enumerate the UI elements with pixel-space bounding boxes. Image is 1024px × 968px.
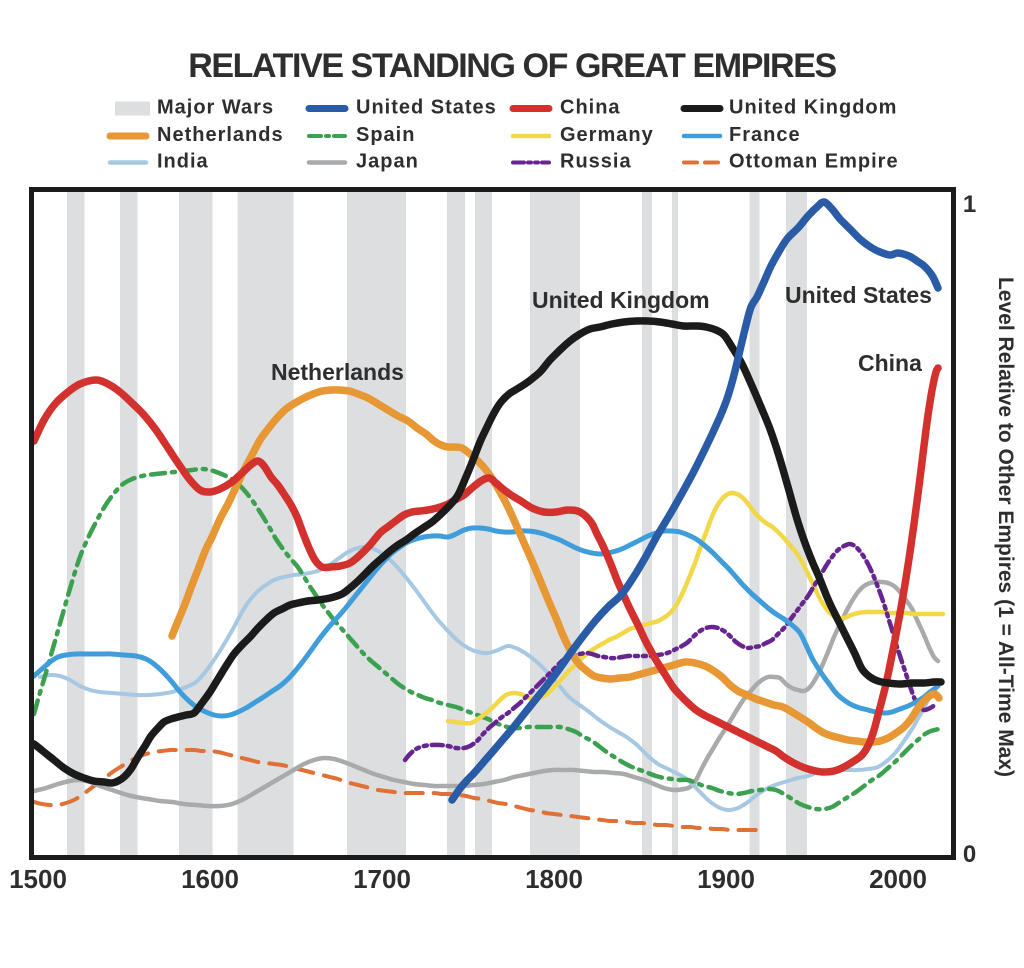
svg-text:1500: 1500 bbox=[9, 864, 67, 894]
svg-text:1900: 1900 bbox=[697, 864, 755, 894]
svg-text:China: China bbox=[560, 97, 621, 119]
svg-text:1600: 1600 bbox=[181, 864, 239, 894]
svg-text:Spain: Spain bbox=[356, 124, 415, 146]
svg-text:2000: 2000 bbox=[869, 864, 927, 894]
svg-text:United States: United States bbox=[356, 97, 497, 119]
svg-text:Major Wars: Major Wars bbox=[157, 97, 274, 119]
svg-text:United Kingdom: United Kingdom bbox=[532, 287, 710, 313]
svg-text:1: 1 bbox=[963, 191, 976, 218]
svg-text:France: France bbox=[729, 124, 801, 146]
svg-text:India: India bbox=[157, 151, 209, 173]
svg-text:Netherlands: Netherlands bbox=[271, 359, 404, 385]
svg-text:1700: 1700 bbox=[353, 864, 411, 894]
svg-text:China: China bbox=[858, 350, 922, 376]
svg-text:United Kingdom: United Kingdom bbox=[729, 97, 897, 119]
svg-text:Ottoman Empire: Ottoman Empire bbox=[729, 151, 899, 173]
svg-text:Level Relative to Other Empire: Level Relative to Other Empires (1 = All… bbox=[994, 277, 1017, 777]
svg-text:1800: 1800 bbox=[525, 864, 583, 894]
svg-text:0: 0 bbox=[963, 841, 976, 868]
svg-text:United States: United States bbox=[785, 282, 932, 308]
svg-text:Japan: Japan bbox=[356, 151, 419, 173]
svg-text:RELATIVE STANDING OF GREAT EMP: RELATIVE STANDING OF GREAT EMPIRES bbox=[188, 47, 836, 85]
svg-text:Germany: Germany bbox=[560, 124, 654, 146]
svg-text:Russia: Russia bbox=[560, 151, 632, 173]
svg-text:Netherlands: Netherlands bbox=[157, 124, 284, 146]
